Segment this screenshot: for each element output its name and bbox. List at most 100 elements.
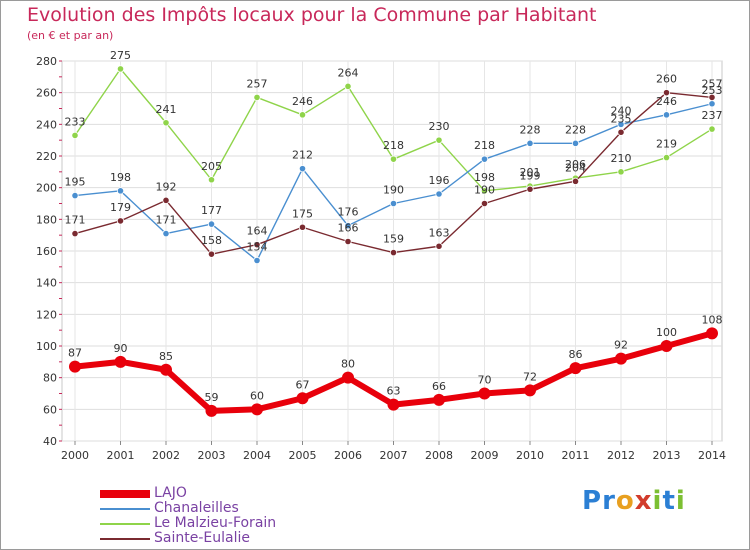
data-label: 67 <box>296 378 310 391</box>
y-tick-label: 120 <box>36 308 57 321</box>
data-point <box>387 398 400 411</box>
chart-subtitle: (en € et par an) <box>27 29 114 42</box>
data-label: 246 <box>292 95 313 108</box>
x-tick-label: 2014 <box>698 449 726 462</box>
data-label: 158 <box>201 234 222 247</box>
data-label: 198 <box>110 171 131 184</box>
data-point <box>298 223 307 231</box>
data-point <box>480 199 489 208</box>
data-point <box>389 199 398 208</box>
data-label: 166 <box>338 222 359 235</box>
data-point <box>571 139 580 147</box>
data-label: 175 <box>292 207 313 220</box>
data-point <box>344 222 352 230</box>
logo-letter: r <box>602 486 616 516</box>
data-label: 179 <box>110 201 131 214</box>
data-label: 260 <box>656 73 677 86</box>
y-tick-label: 60 <box>43 403 57 416</box>
data-point <box>116 187 125 195</box>
y-tick-label: 160 <box>36 245 57 258</box>
y-tick-label: 200 <box>36 182 57 195</box>
data-point <box>571 177 580 185</box>
x-tick-label: 2006 <box>334 449 362 462</box>
data-label: 228 <box>520 123 541 136</box>
data-label: 92 <box>614 339 628 352</box>
data-label: 177 <box>201 204 222 217</box>
data-label: 219 <box>656 138 677 151</box>
x-tick-label: 2001 <box>107 449 135 462</box>
data-point <box>480 187 489 195</box>
data-label: 264 <box>338 66 359 79</box>
data-label: 196 <box>429 174 450 187</box>
data-point <box>478 387 491 400</box>
data-point <box>480 155 489 163</box>
y-tick-label: 220 <box>36 150 57 163</box>
chart-title: Evolution des Impôts locaux pour la Comm… <box>27 4 597 26</box>
data-label: 240 <box>611 104 632 117</box>
data-label: 257 <box>702 77 723 90</box>
x-tick-label: 2008 <box>425 449 453 462</box>
legend-swatch <box>100 538 150 540</box>
data-point <box>526 185 534 193</box>
data-point <box>708 100 716 108</box>
data-label: 60 <box>250 389 264 402</box>
logo-letter: x <box>634 486 653 516</box>
data-point <box>526 139 534 147</box>
data-point <box>435 242 443 250</box>
data-point <box>205 404 218 417</box>
data-point <box>253 93 261 102</box>
data-label: 190 <box>383 184 404 197</box>
data-label: 190 <box>474 184 495 197</box>
y-tick-label: 240 <box>36 118 57 131</box>
legend-swatch <box>100 490 150 498</box>
x-tick-label: 2002 <box>152 449 180 462</box>
data-label: 228 <box>565 123 586 136</box>
data-point <box>71 229 79 238</box>
data-label: 86 <box>569 348 583 361</box>
x-tick-label: 2005 <box>289 449 317 462</box>
proxiti-logo: Proxiti <box>582 486 686 516</box>
data-label: 198 <box>474 171 495 184</box>
data-point <box>662 89 671 97</box>
data-point <box>662 153 671 162</box>
data-label: 108 <box>702 313 723 326</box>
data-label: 59 <box>205 391 219 404</box>
data-label: 237 <box>702 109 723 122</box>
data-label: 87 <box>68 347 82 360</box>
data-point <box>344 82 352 90</box>
data-point <box>615 352 627 365</box>
x-tick-label: 2007 <box>380 449 408 462</box>
data-label: 230 <box>429 120 450 133</box>
data-point <box>524 384 536 397</box>
data-label: 171 <box>65 214 86 227</box>
data-label: 192 <box>156 180 177 193</box>
data-point <box>253 241 261 249</box>
x-tick-label: 2013 <box>653 449 681 462</box>
data-point <box>162 229 170 238</box>
x-tick-label: 2011 <box>562 449 590 462</box>
x-tick-label: 2010 <box>516 449 544 462</box>
y-tick-label: 180 <box>36 213 57 226</box>
data-label: 218 <box>383 139 404 152</box>
data-point <box>207 220 216 228</box>
data-label: 100 <box>656 326 677 339</box>
data-point <box>162 119 170 127</box>
y-tick-label: 100 <box>36 340 57 353</box>
y-tick-label: 40 <box>43 435 57 448</box>
y-tick-label: 140 <box>36 277 57 290</box>
data-label: 159 <box>383 233 404 246</box>
data-point <box>160 363 172 376</box>
data-label: 246 <box>656 95 677 108</box>
legend-label: Le Malzieu-Forain <box>154 515 277 531</box>
data-point <box>69 360 81 373</box>
data-label: 195 <box>65 176 86 189</box>
logo-letter: t <box>662 486 676 516</box>
x-tick-label: 2012 <box>607 449 635 462</box>
data-point <box>344 237 352 246</box>
data-point <box>706 327 718 340</box>
data-label: 63 <box>387 385 401 398</box>
data-point <box>296 392 309 405</box>
data-point <box>660 340 673 352</box>
data-label: 275 <box>110 49 131 62</box>
data-label: 66 <box>432 380 446 393</box>
